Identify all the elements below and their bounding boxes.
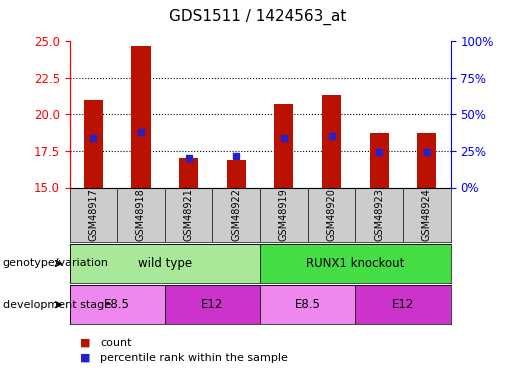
Bar [84,100,103,188]
Text: GSM48917: GSM48917 [89,188,98,241]
Text: GSM48919: GSM48919 [279,188,289,241]
Text: GSM48923: GSM48923 [374,188,384,241]
Bar [227,160,246,188]
Text: ■: ■ [80,353,90,363]
Text: GSM48918: GSM48918 [136,188,146,241]
Text: percentile rank within the sample: percentile rank within the sample [100,353,288,363]
Text: E8.5: E8.5 [295,298,321,311]
Bar [274,104,294,188]
Bar [260,285,355,324]
Text: E12: E12 [201,298,224,311]
Text: genotype/variation: genotype/variation [3,258,109,268]
Bar [131,46,150,188]
Bar [179,158,198,188]
Bar [370,134,389,188]
Bar [70,244,260,283]
Bar [165,285,260,324]
Text: GSM48921: GSM48921 [184,188,194,241]
Bar [322,95,341,188]
Text: wild type: wild type [138,257,192,270]
Text: RUNX1 knockout: RUNX1 knockout [306,257,405,270]
Text: GSM48922: GSM48922 [231,188,241,241]
Text: GSM48920: GSM48920 [327,188,336,241]
Text: E8.5: E8.5 [104,298,130,311]
Text: ■: ■ [80,338,90,348]
Bar [417,134,436,188]
Text: GDS1511 / 1424563_at: GDS1511 / 1424563_at [169,9,346,25]
Bar [70,285,165,324]
Text: development stage: development stage [3,300,111,310]
Bar [260,244,451,283]
Bar [355,285,451,324]
Text: E12: E12 [392,298,414,311]
Text: GSM48924: GSM48924 [422,188,432,241]
Text: count: count [100,338,132,348]
